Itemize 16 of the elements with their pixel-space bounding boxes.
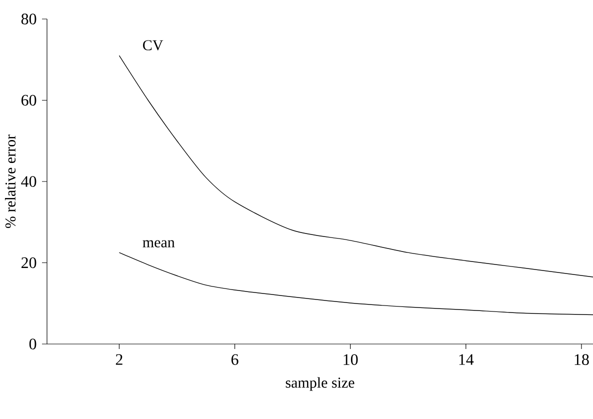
y-axis-title: % relative error bbox=[4, 134, 16, 228]
x-tick-label: 14 bbox=[459, 354, 474, 365]
y-tick-label: 0 bbox=[29, 338, 36, 350]
line-series bbox=[118, 55, 593, 278]
series-label: CV bbox=[143, 40, 164, 50]
y-tick-label: 20 bbox=[22, 257, 36, 268]
y-tick-label: 80 bbox=[21, 14, 36, 24]
line-series bbox=[118, 252, 593, 316]
x-tick-label: 6 bbox=[231, 354, 238, 365]
x-axis-title: sample size bbox=[286, 377, 354, 391]
x-tick-label: 18 bbox=[574, 354, 589, 365]
y-tick-label: 40 bbox=[21, 176, 36, 187]
x-tick-label: 2 bbox=[116, 354, 122, 365]
series-label: mean bbox=[142, 240, 175, 248]
x-tick-label: 10 bbox=[344, 354, 358, 365]
y-tick-label: 60 bbox=[21, 94, 36, 106]
